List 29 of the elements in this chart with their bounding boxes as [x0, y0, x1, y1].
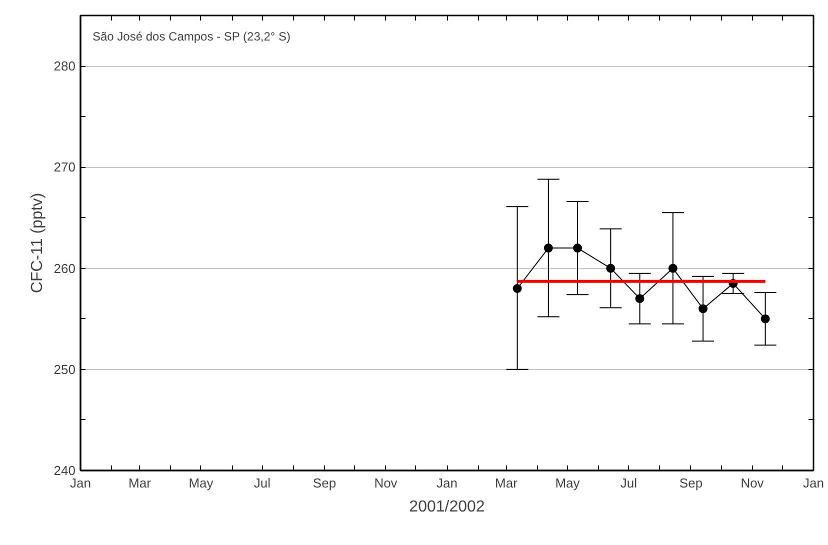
x-axis-title: 2001/2002 — [409, 498, 485, 516]
x-tick-label: May — [188, 476, 214, 490]
point — [698, 304, 708, 314]
x-tick-label: Jan — [436, 476, 458, 490]
point — [544, 244, 553, 253]
y-tick-label: 260 — [54, 260, 76, 276]
x-tick-label: Mar — [495, 476, 518, 490]
x-tick-label: Sep — [679, 476, 703, 490]
x-tick-label: Nov — [740, 476, 764, 490]
x-tick-label: Jul — [254, 476, 271, 490]
x-tick-label: Sep — [312, 476, 336, 490]
x-tick-label: Jan — [70, 476, 91, 490]
x-tick-label: Nov — [374, 476, 398, 490]
y-tick-label: 240 — [54, 463, 76, 478]
y-tick-label: 250 — [54, 362, 76, 377]
y-tick-label: 280 — [54, 58, 76, 74]
point — [606, 264, 616, 273]
x-tick-label: May — [555, 476, 580, 490]
point — [512, 284, 522, 293]
point — [760, 314, 770, 324]
y-tick-label: 270 — [54, 160, 76, 175]
point — [635, 294, 644, 304]
x-tick-label: Jan — [803, 476, 824, 490]
x-tick-label: Jul — [620, 476, 638, 490]
x-tick-label: Mar — [128, 476, 152, 490]
y-axis-title: CFC-11 (pptv) — [28, 192, 46, 294]
annotation: São José dos Campos - SP (23,2° S) — [92, 30, 291, 44]
point — [668, 264, 678, 273]
point — [573, 244, 582, 253]
